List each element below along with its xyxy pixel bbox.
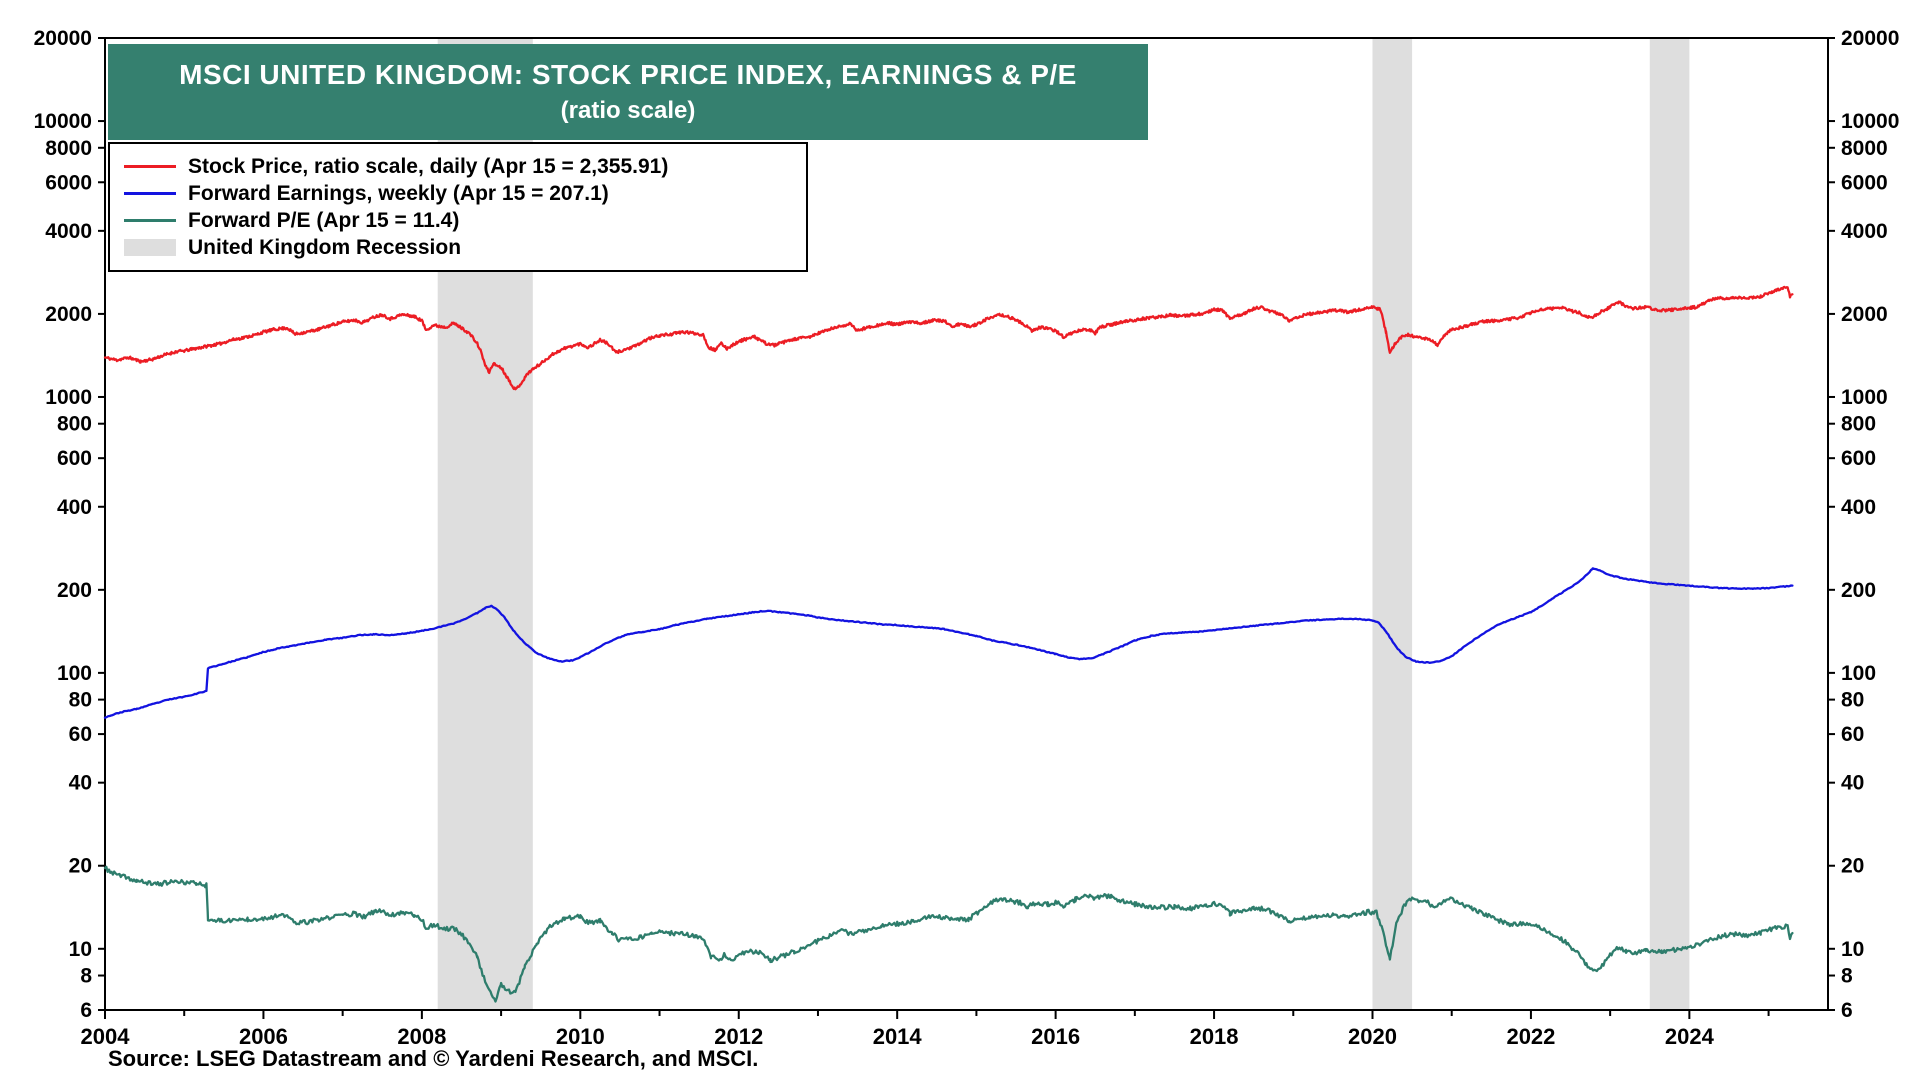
x-axis-label: 2016 [1031,1024,1080,1049]
y-axis-label-left: 8000 [45,137,92,160]
plot-frame [104,37,1829,1011]
legend-swatch-recession [124,239,176,256]
y-axis-label-left: 10 [69,938,92,961]
x-axis-label: 2022 [1506,1024,1555,1049]
x-axis-label: 2004 [81,1024,131,1049]
y-axis-label-right: 60 [1841,723,1864,746]
y-axis-label-right: 8000 [1841,137,1888,160]
y-axis-label-right: 10 [1841,938,1864,961]
y-axis-label-right: 2000 [1841,303,1888,326]
y-axis-label-right: 20000 [1841,27,1899,50]
x-axis-label: 2006 [239,1024,288,1049]
y-axis-label-right: 20 [1841,855,1864,878]
legend-item-forward-pe: Forward P/E (Apr 15 = 11.4) [124,207,792,234]
chart-title: MSCI UNITED KINGDOM: STOCK PRICE INDEX, … [179,59,1077,90]
legend-label-forward-pe: Forward P/E (Apr 15 = 11.4) [188,208,460,232]
x-axis-label: 2012 [714,1024,763,1049]
y-axis-label-left: 1000 [45,386,92,409]
y-axis-label-right: 600 [1841,447,1876,470]
source-note: Source: LSEG Datastream and © Yardeni Re… [108,1046,759,1071]
y-axis-label-right: 40 [1841,772,1864,795]
series-forward-earnings-line [103,567,1794,719]
x-axis-label: 2008 [397,1024,446,1049]
y-axis-label-left: 100 [57,662,92,685]
y-axis-label-left: 4000 [45,220,92,243]
y-axis-label-left: 600 [57,447,92,470]
y-axis-label-right: 6 [1841,999,1853,1022]
y-axis-label-right: 8 [1841,965,1853,988]
y-axis-label-left: 40 [69,772,92,795]
legend-item-forward-earnings: Forward Earnings, weekly (Apr 15 = 207.1… [124,180,792,207]
y-axis-label-left: 10000 [34,110,92,133]
y-axis-label-left: 6 [80,999,92,1022]
x-axis-label: 2020 [1348,1024,1397,1049]
legend-swatch-forward-pe [124,219,176,222]
y-axis-label-right: 800 [1841,413,1876,436]
x-axis-label: 2024 [1665,1024,1715,1049]
legend-label-recession: United Kingdom Recession [188,235,462,259]
recession-band [1649,38,1690,1010]
x-axis-label: 2014 [873,1024,923,1049]
y-axis-label-left: 800 [57,413,92,436]
y-axis-label-right: 80 [1841,689,1864,712]
legend-label-stock-price: Stock Price, ratio scale, daily (Apr 15 … [188,154,669,178]
y-axis-label-right: 400 [1841,496,1876,519]
legend-swatch-stock-price [124,165,176,168]
y-axis-label-left: 200 [57,579,92,602]
y-axis-label-left: 8 [80,965,92,988]
y-axis-label-right: 100 [1841,662,1876,685]
legend-item-recession: United Kingdom Recession [124,234,792,261]
series-stock-price-line [103,285,1794,391]
legend-swatch-forward-earnings [124,192,176,195]
y-axis-label-right: 4000 [1841,220,1888,243]
y-axis-label-left: 6000 [45,171,92,194]
series-forward-pe-line [103,865,1794,1003]
chart-subtitle: (ratio scale) [560,97,696,124]
chart-title-banner: MSCI UNITED KINGDOM: STOCK PRICE INDEX, … [108,44,1148,140]
legend-label-forward-earnings: Forward Earnings, weekly (Apr 15 = 207.1… [188,181,609,205]
y-axis-label-left: 20 [69,855,92,878]
x-axis-label: 2018 [1190,1024,1239,1049]
y-axis-label-right: 6000 [1841,171,1888,194]
y-axis-label-right: 10000 [1841,110,1899,133]
legend-item-stock-price: Stock Price, ratio scale, daily (Apr 15 … [124,153,792,180]
y-axis-label-left: 80 [69,689,92,712]
y-axis-label-right: 1000 [1841,386,1888,409]
y-axis-label-right: 200 [1841,579,1876,602]
legend: Stock Price, ratio scale, daily (Apr 15 … [108,142,808,272]
y-axis-label-left: 20000 [34,27,92,50]
y-axis-label-left: 2000 [45,303,92,326]
recession-band [1372,38,1413,1010]
y-axis-label-left: 60 [69,723,92,746]
y-axis-label-left: 400 [57,496,92,519]
x-axis-label: 2010 [556,1024,605,1049]
